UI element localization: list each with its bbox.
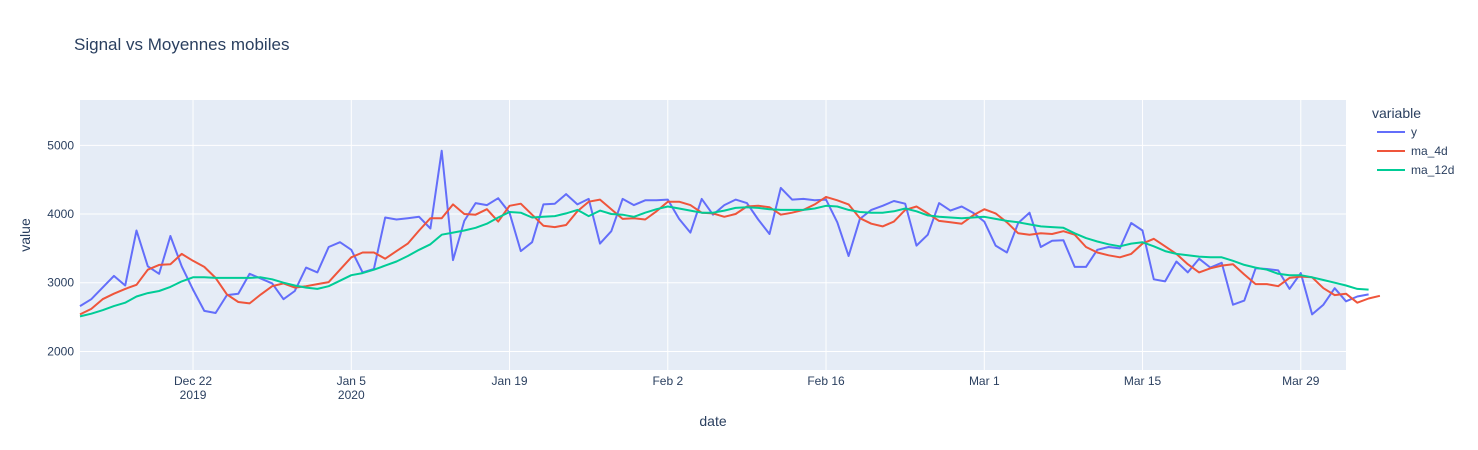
y-axis-title: value: [17, 218, 33, 252]
x-tick-year-label: 2019: [180, 388, 207, 402]
series-lines: [79, 149, 1381, 318]
y-tick-label: 4000: [47, 207, 74, 221]
series-line-ma_12d: [79, 204, 1369, 318]
legend: variable y ma_4d ma_12d: [1372, 105, 1454, 177]
series-line-ma_4d: [79, 195, 1381, 316]
x-tick-label: Mar 15: [1124, 374, 1162, 388]
x-tick-year-label: 2020: [338, 388, 365, 402]
plot-area: [80, 100, 1346, 370]
x-tick-label: Mar 1: [969, 374, 1000, 388]
legend-label-ma_4d: ma_4d: [1411, 144, 1448, 158]
y-gridlines: [80, 144, 1346, 352]
x-tick-label: Jan 19: [492, 374, 528, 388]
legend-label-ma_12d: ma_12d: [1411, 163, 1454, 177]
x-tick-label: Dec 22: [174, 374, 212, 388]
x-tick-label: Feb 16: [807, 374, 845, 388]
y-tick-label: 3000: [47, 276, 74, 290]
legend-label-y: y: [1411, 125, 1417, 139]
series-line-y: [79, 149, 1369, 316]
y-axis-ticks: 2000 3000 4000 5000: [47, 138, 74, 358]
y-tick-label: 2000: [47, 344, 74, 358]
x-tick-label: Mar 29: [1282, 374, 1320, 388]
x-axis-title: date: [699, 413, 726, 429]
legend-title: variable: [1372, 105, 1421, 121]
y-tick-label: 5000: [47, 138, 74, 152]
x-tick-label: Feb 2: [652, 374, 683, 388]
x-tick-label: Jan 5: [337, 374, 367, 388]
chart-title: Signal vs Moyennes mobiles: [74, 35, 289, 54]
